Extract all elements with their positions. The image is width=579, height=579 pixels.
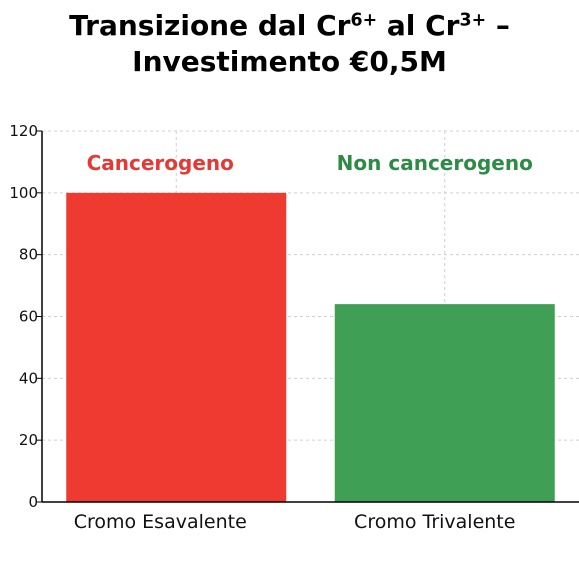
y-tick-label: 80: [19, 246, 38, 264]
x-tick-label: Cromo Trivalente: [354, 511, 515, 533]
y-tick-label: 60: [19, 308, 38, 326]
title-line-2: Investimento €0,5M: [132, 45, 447, 78]
y-tick-label: 100: [9, 184, 38, 202]
chart-title: Transizione dal Cr6+ al Cr3+ – Investime…: [0, 8, 579, 80]
bar-cromo-esavalente: [66, 192, 287, 503]
y-tick-label: 40: [19, 369, 38, 387]
title-line-1: Transizione dal Cr6+ al Cr3+ –: [69, 9, 510, 42]
y-tick-label: 0: [28, 493, 38, 511]
y-tick-label: 120: [9, 122, 38, 140]
bar-annotation: Non cancerogeno: [337, 151, 533, 175]
bar-cromo-trivalente: [334, 304, 555, 502]
bar-annotation: Cancerogeno: [87, 151, 234, 175]
y-tick-label: 20: [19, 431, 38, 449]
x-tick-label: Cromo Esavalente: [74, 511, 247, 533]
